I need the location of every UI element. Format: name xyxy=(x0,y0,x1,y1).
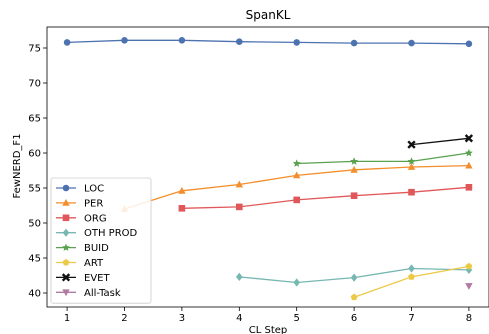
legend-item-all-task: All-Task xyxy=(56,288,121,299)
data-point-org xyxy=(235,203,243,211)
y-axis-label: FewNERD_F1 xyxy=(12,133,23,198)
data-point-evet xyxy=(407,140,416,149)
data-point-org xyxy=(293,196,301,204)
data-point-oth-prod xyxy=(293,278,301,287)
series-evet xyxy=(407,134,474,149)
y-tick-label: 60 xyxy=(28,149,41,160)
data-point-loc xyxy=(293,39,301,46)
data-point-org xyxy=(408,188,415,196)
plot-area xyxy=(63,37,474,301)
series-per xyxy=(120,161,473,212)
data-point-per xyxy=(235,180,243,188)
series-line-buid xyxy=(296,152,470,165)
series-buid xyxy=(292,148,473,167)
legend-label: ORG xyxy=(84,213,107,224)
x-tick-label: 2 xyxy=(121,313,127,324)
series-line-loc xyxy=(67,39,469,45)
data-point-oth-prod xyxy=(465,265,473,274)
data-point-all-task xyxy=(465,283,473,290)
series-art xyxy=(350,262,473,301)
data-point-per xyxy=(350,165,358,173)
data-point-org xyxy=(465,184,473,191)
data-point-evet xyxy=(464,134,474,143)
data-point-art xyxy=(465,262,473,270)
data-point-per xyxy=(465,161,473,169)
x-tick-label: 4 xyxy=(236,313,242,324)
data-point-buid xyxy=(350,157,359,165)
data-point-oth-prod xyxy=(350,273,358,282)
series-oth-prod xyxy=(235,264,473,287)
data-point-oth-prod xyxy=(408,264,415,273)
series-loc xyxy=(63,37,473,48)
legend-marker xyxy=(62,214,70,222)
legend-label: EVET xyxy=(84,273,110,284)
y-tick-label: 40 xyxy=(28,289,41,300)
data-point-loc xyxy=(121,37,128,44)
legend-marker xyxy=(62,258,70,266)
data-point-loc xyxy=(465,40,473,48)
x-tick-label: 5 xyxy=(294,313,300,324)
legend-item-art: ART xyxy=(56,258,104,269)
legend-marker xyxy=(61,273,71,282)
x-axis-label: CL Step xyxy=(249,325,288,334)
series-org xyxy=(178,184,473,212)
x-tick-label: 8 xyxy=(466,313,472,324)
data-point-oth-prod xyxy=(235,272,243,281)
data-point-per xyxy=(407,163,416,170)
data-point-org xyxy=(178,205,186,212)
legend-marker xyxy=(62,184,70,192)
data-point-buid xyxy=(407,157,416,165)
legend-marker xyxy=(62,228,70,237)
data-point-loc xyxy=(408,39,415,47)
legend-item-buid: BUID xyxy=(56,243,109,254)
legend: LOC PER ORG OTH PROD BUID ART EVET All-Task xyxy=(50,177,152,304)
legend-item-oth-prod: OTH PROD xyxy=(56,228,138,239)
legend-item-evet: EVET xyxy=(56,273,110,284)
x-tick-label: 3 xyxy=(179,313,185,324)
series-line-org xyxy=(181,186,469,209)
data-point-loc xyxy=(235,38,243,45)
y-tick-label: 70 xyxy=(28,79,41,90)
y-tick-label: 65 xyxy=(28,114,41,125)
legend-item-loc: LOC xyxy=(56,184,104,195)
x-tick-label: 7 xyxy=(408,313,414,324)
legend-label: PER xyxy=(84,198,103,209)
legend-label: OTH PROD xyxy=(84,228,138,239)
legend-marker xyxy=(62,243,70,251)
y-tick-label: 50 xyxy=(28,219,41,230)
x-tick-label: 1 xyxy=(64,313,70,324)
data-point-art xyxy=(350,293,358,301)
data-point-buid xyxy=(292,159,301,167)
legend-label: ART xyxy=(84,258,104,269)
legend-item-org: ORG xyxy=(56,213,107,224)
legend-label: All-Task xyxy=(84,288,121,299)
series-line-evet xyxy=(411,137,469,146)
data-point-loc xyxy=(350,39,358,47)
y-tick-label: 55 xyxy=(28,184,41,195)
legend-marker xyxy=(62,289,70,297)
y-tick-label: 75 xyxy=(28,44,41,55)
legend-label: LOC xyxy=(84,184,104,195)
data-point-buid xyxy=(465,148,473,157)
data-point-per xyxy=(293,171,301,179)
data-point-per xyxy=(178,186,186,194)
legend-box xyxy=(50,177,152,304)
x-tick-label: 6 xyxy=(351,313,357,324)
chart-title: SpanKL xyxy=(246,8,291,22)
legend-marker xyxy=(62,199,70,206)
data-point-loc xyxy=(63,39,71,46)
data-point-loc xyxy=(178,37,186,44)
y-tick-label: 45 xyxy=(28,254,41,265)
plot-frame xyxy=(46,26,489,308)
data-point-art xyxy=(408,273,415,280)
data-point-org xyxy=(350,192,358,199)
legend-label: BUID xyxy=(84,243,109,254)
legend-item-per: PER xyxy=(56,198,103,209)
series-all-task xyxy=(465,283,473,290)
